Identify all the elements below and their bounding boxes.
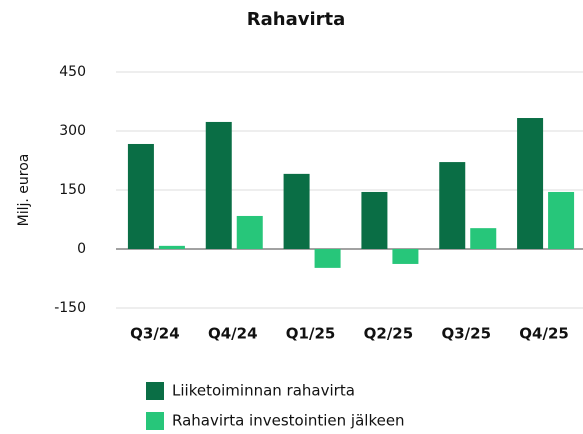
y-tick-label: -150 (54, 300, 86, 316)
bar (158, 245, 185, 249)
bar (439, 162, 466, 249)
legend-swatch (146, 382, 164, 400)
bar (392, 249, 419, 264)
bar (361, 191, 388, 249)
x-tick-label: Q3/25 (441, 325, 491, 343)
y-tick-label: 300 (59, 123, 86, 139)
bar (314, 249, 341, 268)
x-tick-label: Q4/25 (519, 325, 569, 343)
x-tick-label: Q4/24 (208, 325, 258, 343)
bar (517, 118, 544, 250)
x-tick-label: Q3/24 (130, 325, 180, 343)
x-tick-label: Q1/25 (286, 325, 336, 343)
legend-swatch (146, 412, 164, 430)
y-tick-label: 450 (59, 64, 86, 80)
y-axis-label: Milj. euroa (16, 154, 32, 227)
bar (236, 215, 263, 249)
chart-title: Rahavirta (247, 9, 346, 30)
y-tick-label: 150 (59, 182, 86, 198)
x-tick-label: Q2/25 (364, 325, 414, 343)
bar (283, 173, 310, 249)
legend-label: Liiketoiminnan rahavirta (172, 382, 355, 400)
bar (127, 143, 154, 249)
bar (470, 228, 497, 249)
legend-label: Rahavirta investointien jälkeen (172, 412, 405, 430)
bar (205, 121, 232, 249)
bar (548, 191, 575, 249)
y-tick-label: 0 (77, 241, 86, 257)
